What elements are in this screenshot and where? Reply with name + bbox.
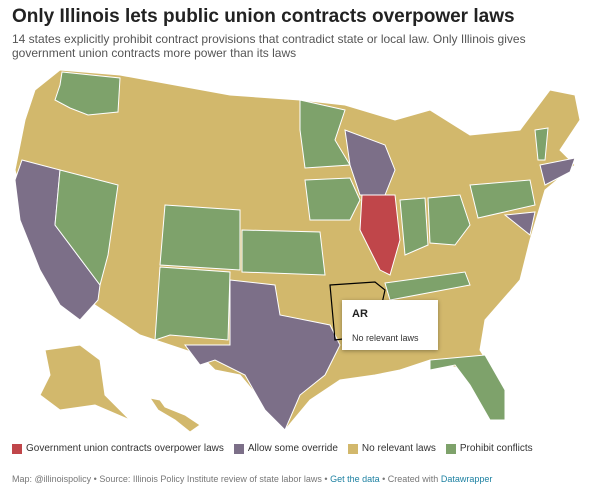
data-link[interactable]: Get the data xyxy=(330,474,380,484)
state xyxy=(359,194,401,276)
footer: Map: @illinoispolicy • Source: Illinois … xyxy=(12,474,492,484)
tooltip: AR No relevant laws xyxy=(342,300,438,350)
legend-swatch xyxy=(445,443,456,454)
legend-swatch xyxy=(347,443,358,454)
legend-label: Prohibit conflicts xyxy=(459,443,533,454)
state xyxy=(184,279,341,431)
source: Map: @illinoispolicy • Source: Illinois … xyxy=(12,474,328,484)
state xyxy=(159,204,241,271)
state xyxy=(241,229,326,276)
legend-item: Prohibit conflicts xyxy=(445,443,533,454)
created: • Created with xyxy=(382,474,439,484)
legend-item: Allow some override xyxy=(233,443,338,454)
state xyxy=(469,179,536,219)
tooltip-text: No relevant laws xyxy=(352,333,419,343)
state xyxy=(429,354,506,421)
legend-swatch xyxy=(233,443,244,454)
legend-item: Government union contracts overpower law… xyxy=(12,443,224,454)
legend-label: No relevant laws xyxy=(361,443,436,454)
title: Only Illinois lets public union contract… xyxy=(12,6,515,27)
tool-link[interactable]: Datawrapper xyxy=(440,474,493,484)
legend-item: No relevant laws xyxy=(347,443,436,454)
hawaii xyxy=(148,397,201,433)
tooltip-state: AR xyxy=(352,308,368,320)
state xyxy=(399,197,429,256)
state xyxy=(304,177,361,221)
state xyxy=(427,194,471,246)
state xyxy=(54,71,121,116)
state xyxy=(539,157,576,186)
state xyxy=(54,169,119,287)
legend-label: Allow some override xyxy=(247,443,338,454)
state xyxy=(154,266,231,341)
alaska xyxy=(39,344,131,421)
legend-label: Government union contracts overpower law… xyxy=(26,443,224,454)
state xyxy=(534,127,549,161)
legend: Government union contracts overpower law… xyxy=(12,443,533,454)
subtitle: 14 states explicitly prohibit contract p… xyxy=(12,32,526,60)
legend-swatch xyxy=(12,443,22,454)
state xyxy=(384,271,471,301)
map xyxy=(14,69,581,433)
state xyxy=(503,211,536,236)
